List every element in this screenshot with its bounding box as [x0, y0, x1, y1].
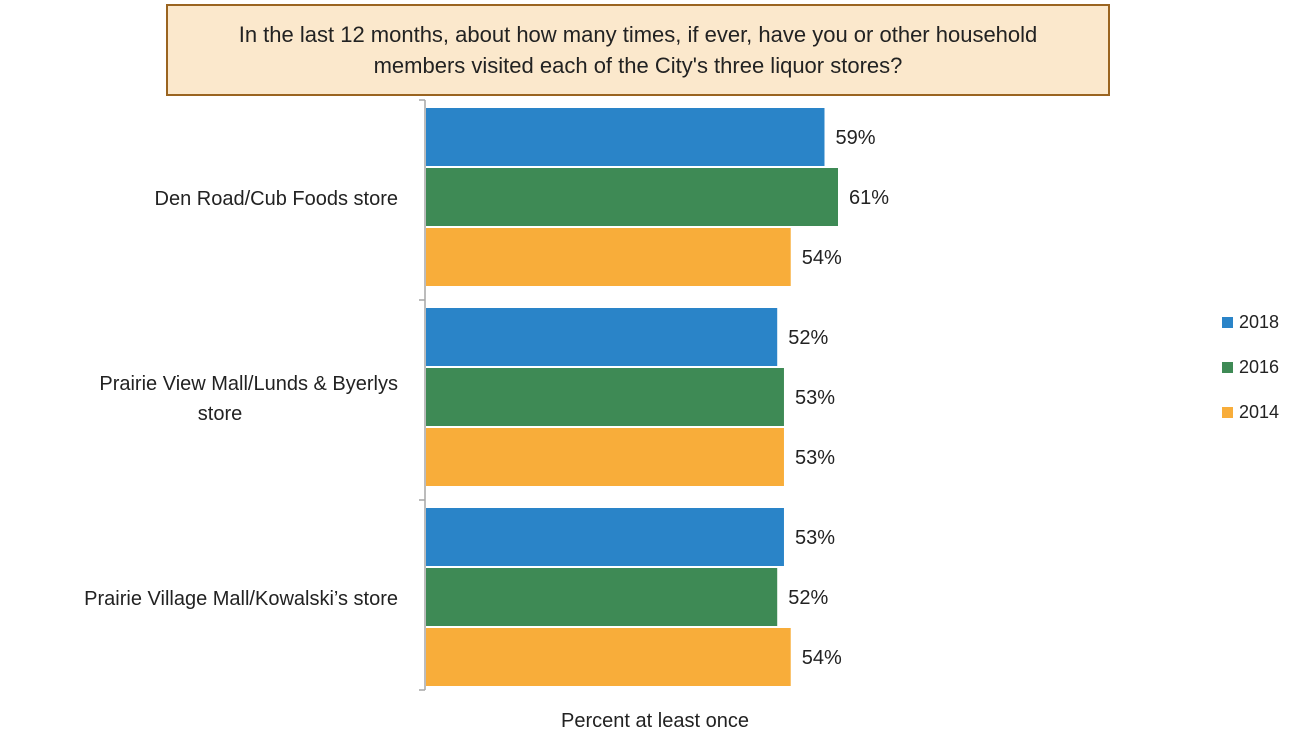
bar-2014-3: [426, 628, 791, 686]
bar-2014-1: [426, 228, 791, 286]
bar-2016-1: [426, 168, 838, 226]
value-label-2018-1: 59%: [835, 127, 875, 149]
category-label-3: Prairie Village Mall/Kowalski’s store: [84, 588, 398, 610]
value-label-2014-2: 53%: [795, 447, 835, 469]
bar-2016-3: [426, 568, 778, 626]
bar-2014-2: [426, 428, 784, 486]
legend-swatch-2016: [1222, 362, 1233, 373]
legend-label-2018: 2018: [1239, 312, 1279, 332]
bar-2018-1: [426, 108, 825, 166]
value-label-2014-1: 54%: [802, 247, 842, 269]
legend-swatch-2018: [1222, 317, 1233, 328]
value-label-2018-3: 53%: [795, 527, 835, 549]
value-label-2016-2: 53%: [795, 387, 835, 409]
category-label-2: Prairie View Mall/Lunds & Byerlys store: [99, 373, 398, 425]
value-label-2016-3: 52%: [788, 587, 828, 609]
legend-label-2016: 2016: [1239, 357, 1279, 377]
legend-swatch-2014: [1222, 407, 1233, 418]
value-label-2018-2: 52%: [788, 327, 828, 349]
value-label-2016-1: 61%: [849, 187, 889, 209]
x-axis-title: Percent at least once: [561, 710, 749, 732]
bar-2016-2: [426, 368, 784, 426]
bar-2018-2: [426, 308, 778, 366]
legend-label-2014: 2014: [1239, 402, 1279, 422]
bar-2018-3: [426, 508, 784, 566]
chart-title: In the last 12 months, about how many ti…: [166, 4, 1110, 96]
category-label-1: Den Road/Cub Foods store: [155, 188, 398, 210]
value-label-2014-3: 54%: [802, 647, 842, 669]
